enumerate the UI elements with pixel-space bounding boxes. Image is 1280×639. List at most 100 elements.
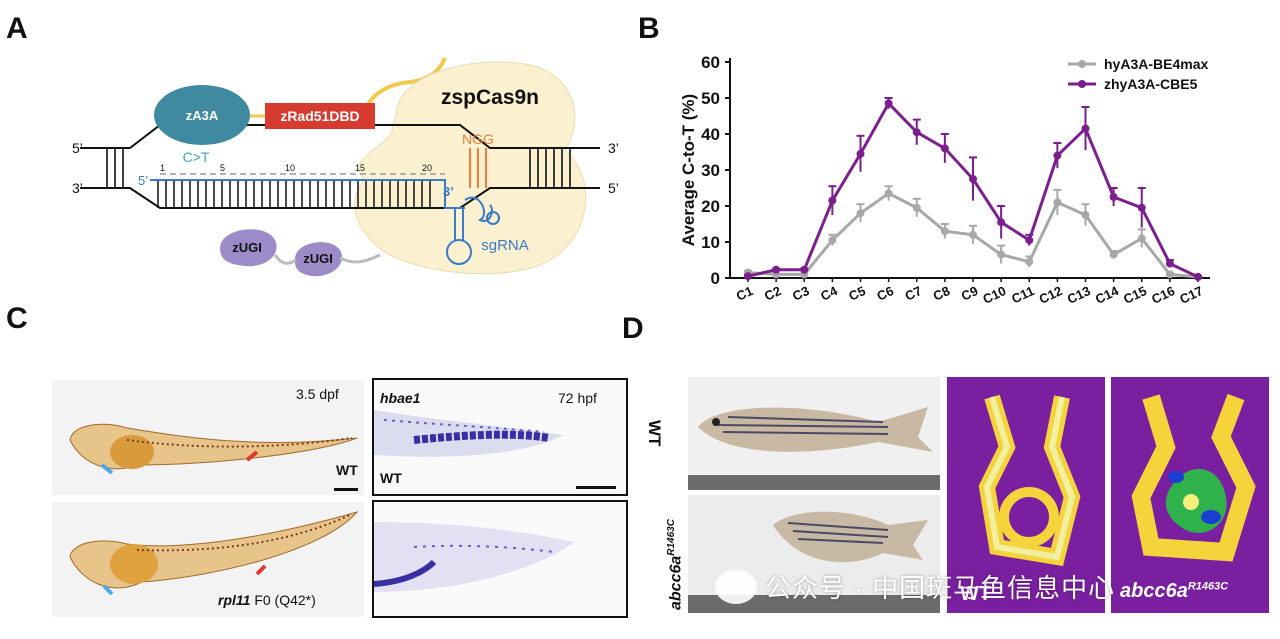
base-editor-schematic: zA3A zRad51DBD zspCas9n C>T NGG sgRNA zU… — [72, 57, 619, 277]
wt-label-side: WT — [645, 420, 664, 447]
data-point — [1137, 234, 1146, 243]
larva-wt-photo — [52, 380, 364, 495]
x-tick-label: C9 — [959, 283, 980, 304]
cas9-label: zspCas9n — [441, 86, 539, 109]
data-point — [1109, 193, 1118, 201]
legend-marker — [1078, 60, 1086, 68]
left-top-5: 5’ — [72, 140, 83, 156]
za3a-domain — [154, 85, 250, 145]
data-point — [884, 189, 893, 198]
data-point — [884, 99, 893, 108]
x-tick-label: C3 — [790, 283, 811, 304]
pos-15: 15 — [355, 163, 365, 173]
dpf-label: 3.5 dpf — [296, 386, 339, 402]
guide-3: 3’ — [443, 184, 454, 199]
hbae1-mutant-photo — [372, 500, 628, 618]
data-point — [800, 265, 809, 274]
data-point — [1025, 257, 1034, 266]
x-tick-label: C1 — [734, 283, 755, 304]
pos-20: 20 — [422, 163, 432, 173]
data-point — [856, 209, 865, 218]
legend-label: hyA3A-BE4max — [1104, 56, 1208, 72]
y-tick-label: 10 — [701, 233, 720, 252]
zugi-2 — [294, 242, 342, 277]
microct-wt — [947, 377, 1105, 613]
za3a-label: zA3A — [186, 108, 219, 123]
data-point — [940, 144, 949, 153]
data-point — [1081, 211, 1090, 219]
zugi-label-2: zUGI — [303, 251, 333, 266]
y-tick-label: 50 — [701, 89, 720, 108]
wt-label-c: WT — [336, 462, 358, 478]
x-tick-label: C12 — [1037, 283, 1065, 307]
wechat-icon — [715, 569, 757, 604]
panel-label-d: D — [622, 312, 644, 345]
hpf-label: 72 hpf — [558, 390, 597, 406]
data-point — [828, 196, 837, 205]
hbae1-wt-photo — [372, 378, 628, 496]
data-point — [1194, 272, 1202, 281]
data-point — [1165, 259, 1174, 268]
pos-1: 1 — [160, 163, 165, 173]
data-point — [912, 128, 921, 137]
larva-mutant-photo — [52, 502, 364, 617]
data-point — [828, 236, 837, 245]
scale-bar-2 — [576, 486, 616, 489]
scale-bar — [334, 488, 358, 491]
right-top-3: 3’ — [608, 140, 619, 156]
data-point — [1137, 203, 1146, 212]
x-tick-label: C10 — [980, 283, 1008, 307]
ngg-label: NGG — [462, 131, 494, 147]
mutant-label-microct: abcc6aR1463C — [1120, 580, 1229, 602]
sgrna-hairpin — [454, 208, 464, 240]
pos-10: 10 — [285, 163, 295, 173]
zugi-label-1: zUGI — [232, 240, 262, 255]
mutant-label-side: abcc6aR1463C — [666, 519, 685, 610]
data-point — [1081, 124, 1090, 133]
data-point — [997, 250, 1006, 259]
zrad51dbd-domain — [265, 103, 375, 129]
data-point — [1053, 151, 1062, 160]
data-point — [912, 203, 921, 212]
x-tick-label: C2 — [762, 283, 783, 304]
x-tick-label: C16 — [1149, 283, 1177, 307]
x-tick-label: C7 — [903, 283, 924, 304]
mutant-label-c: rpl11 F0 (Q42*) — [218, 592, 316, 608]
x-tick-label: C8 — [931, 283, 952, 304]
zugi-1 — [220, 229, 277, 267]
watermark: 公众号 · 中国斑马鱼信息中心 — [715, 568, 1115, 605]
x-tick-label: C15 — [1121, 283, 1149, 307]
legend-marker — [1078, 80, 1086, 88]
right-bot-5: 5’ — [608, 180, 619, 196]
data-point — [969, 230, 977, 239]
data-point — [1109, 250, 1118, 259]
left-bot-3: 3’ — [72, 180, 83, 196]
data-point — [940, 227, 949, 236]
ctot-label: C>T — [183, 149, 210, 165]
wt-label-hbae1: WT — [380, 470, 402, 486]
hbae1-label: hbae1 — [380, 390, 421, 406]
legend-label: zhyA3A-CBE5 — [1104, 76, 1198, 92]
sgrna-label: sgRNA — [481, 237, 529, 254]
pos-5: 5 — [220, 163, 225, 173]
data-point — [997, 218, 1006, 227]
y-tick-label: 20 — [701, 197, 720, 216]
c-to-t-line-chart: 0 10 20 30 40 50 60 Average C-to-T (%) C1 C2 C3 C4 C… — [679, 53, 1210, 307]
data-point — [772, 265, 781, 274]
panel-label-b: B — [638, 12, 660, 45]
panel-label-a: A — [6, 12, 28, 45]
data-point — [1025, 236, 1034, 245]
y-axis-label: Average C-to-T (%) — [679, 94, 698, 246]
data-point — [1053, 198, 1062, 207]
data-point — [856, 149, 865, 158]
data-point — [969, 175, 977, 183]
panel-label-c: C — [6, 302, 28, 335]
zrad-label: zRad51DBD — [280, 108, 359, 124]
x-tick-label: C17 — [1177, 283, 1205, 307]
y-tick-label: 40 — [701, 125, 720, 144]
y-tick-label: 0 — [711, 269, 720, 288]
x-tick-label: C13 — [1065, 283, 1093, 307]
microct-mutant — [1111, 377, 1269, 613]
data-point — [1165, 270, 1174, 279]
guide-5: 5’ — [138, 173, 148, 188]
